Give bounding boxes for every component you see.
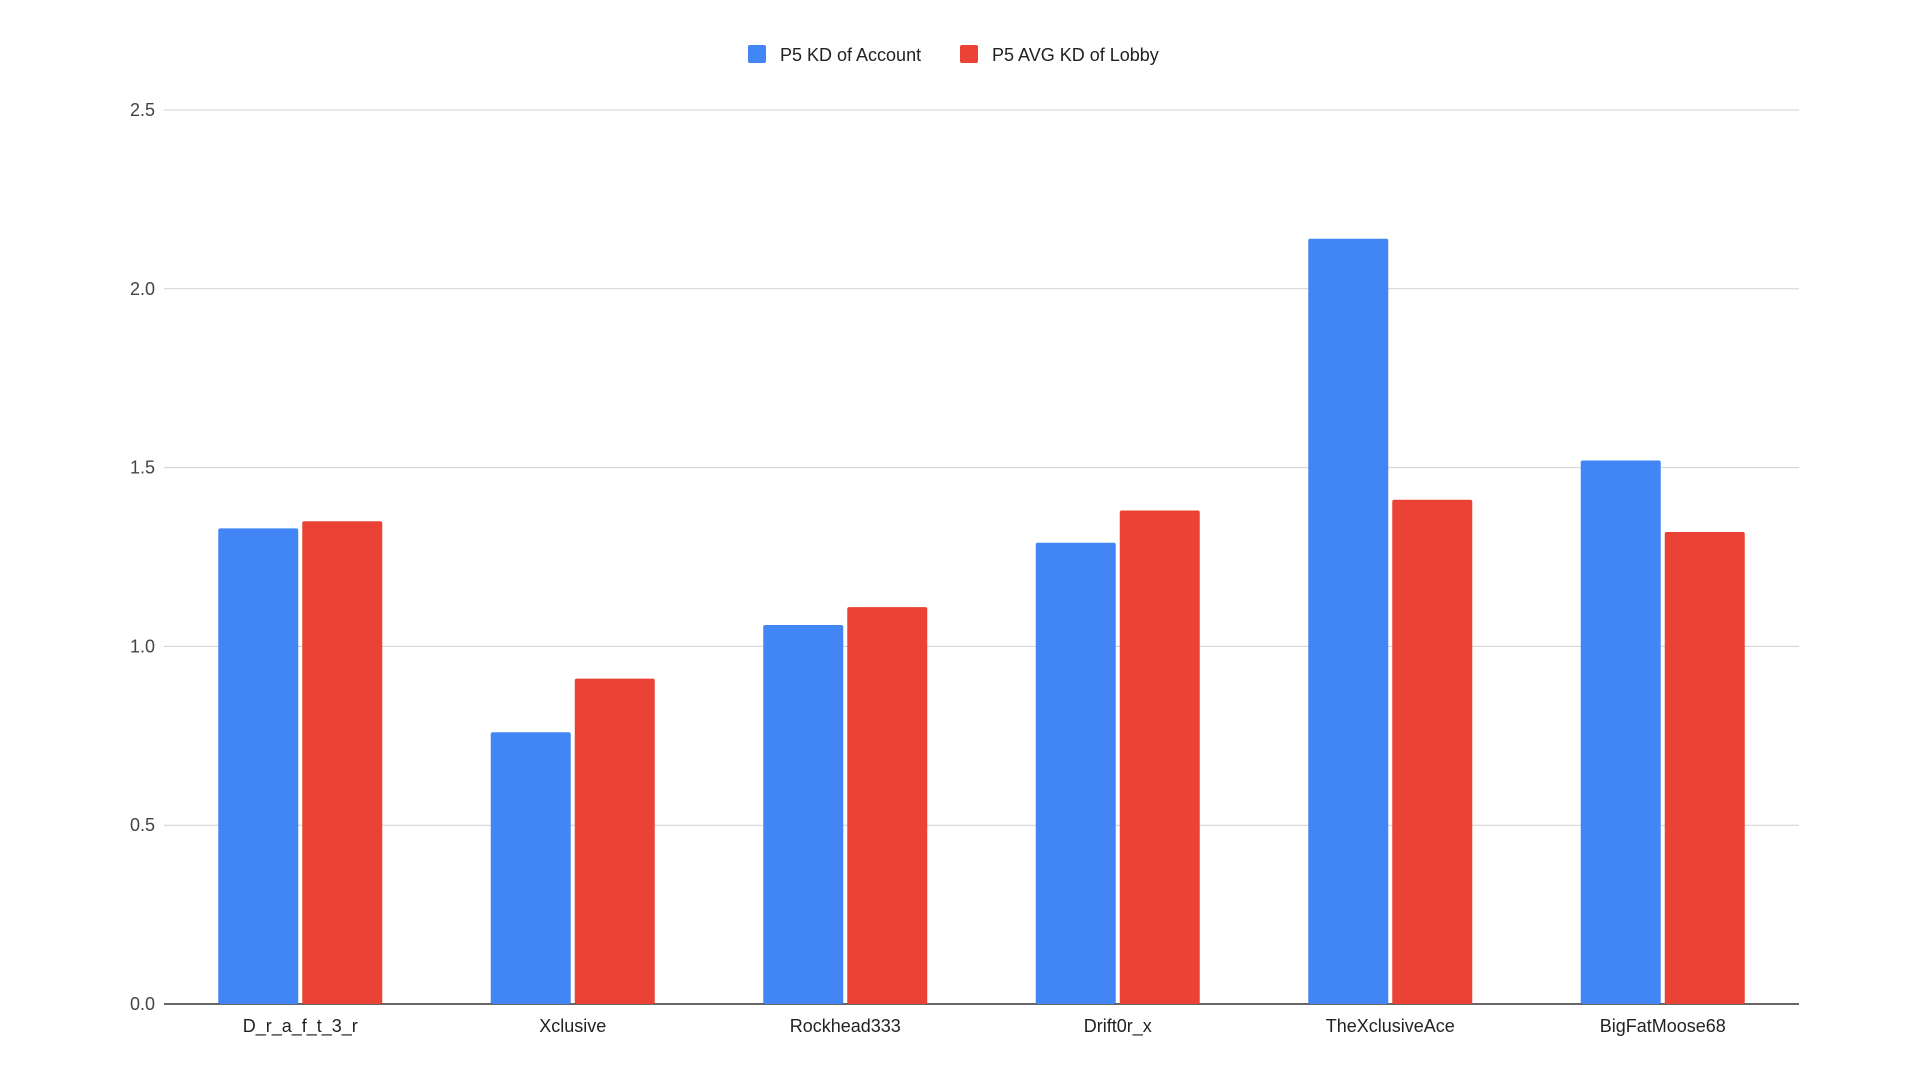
bar-account [763,624,844,1004]
y-tick-label: 1.5 [130,458,155,478]
x-tick-label: Rockhead333 [790,1016,901,1036]
y-tick-label: 0.0 [130,994,155,1014]
bar-account [1580,460,1661,1004]
bar-lobby [1664,531,1745,1004]
bar-lobby [1392,499,1473,1004]
x-tick-label: BigFatMoose68 [1600,1016,1726,1036]
y-tick-label: 0.5 [130,815,155,835]
x-tick-label: Drift0r_x [1084,1016,1152,1037]
legend-swatch-lobby [960,45,978,63]
bar-lobby [1119,510,1200,1004]
bars [218,238,1745,1005]
gridlines [164,109,1799,1005]
y-axis-ticks: 0.0 0.5 1.0 1.5 2.0 2.5 [130,100,155,1014]
bar-account [1035,542,1116,1004]
bar-lobby [847,607,928,1004]
x-tick-label: TheXclusiveAce [1326,1016,1455,1036]
legend-label: P5 AVG KD of Lobby [992,45,1159,65]
bar-lobby [574,678,655,1004]
y-tick-label: 2.0 [130,279,155,299]
bar-account [218,528,299,1004]
bar-account [490,732,571,1004]
x-tick-label: Xclusive [539,1016,606,1036]
legend: P5 KD of Account P5 AVG KD of Lobby [748,45,1159,65]
bar-lobby [302,521,383,1004]
legend-label: P5 KD of Account [780,45,921,65]
legend-swatch-account [748,45,766,63]
y-tick-label: 1.0 [130,636,155,656]
y-tick-label: 2.5 [130,100,155,120]
x-axis-labels: D_r_a_f_t_3_r Xclusive Rockhead333 Drift0r_… [243,1016,1726,1037]
x-tick-label: D_r_a_f_t_3_r [243,1016,358,1037]
bar-account [1308,238,1389,1005]
